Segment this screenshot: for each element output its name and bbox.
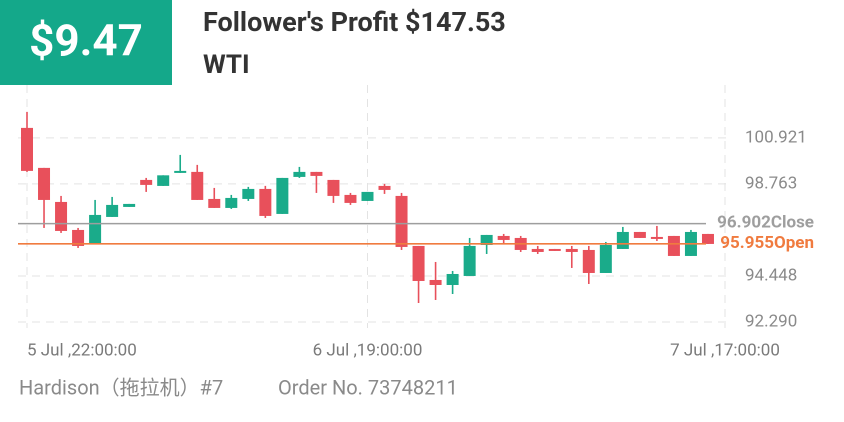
candle-body	[310, 171, 323, 176]
candle-body	[701, 233, 714, 244]
candle-body	[106, 204, 119, 217]
x-tick-label: 7 Jul ,17:00:00	[670, 340, 780, 360]
title: Follower's Profit $147.53	[203, 6, 506, 38]
reference-label: 96.902Close	[717, 213, 814, 233]
candle-body	[616, 231, 629, 249]
symbol: WTI	[203, 50, 250, 80]
candle-body	[429, 279, 442, 285]
candle-body	[242, 188, 255, 199]
candle-body	[463, 245, 476, 276]
candle-body	[276, 177, 289, 214]
candle-body	[650, 236, 663, 239]
y-tick-label: 94.448	[745, 265, 797, 285]
y-tick-label: 100.921	[745, 127, 807, 147]
candle-body	[225, 197, 238, 208]
candle-body	[344, 194, 357, 203]
candle-body	[55, 201, 68, 231]
reference-value: 95.955	[720, 233, 774, 253]
reference-label: 95.955Open	[720, 233, 814, 253]
order-number: Order No. 73748211	[278, 375, 458, 399]
candle-body	[378, 185, 391, 190]
candle-body	[259, 188, 272, 216]
candle-body	[395, 195, 408, 247]
profit: $9.47	[29, 15, 143, 67]
candle-body	[123, 203, 136, 207]
candle-body	[480, 234, 493, 245]
candle-body	[38, 167, 51, 200]
candle-body	[293, 171, 306, 177]
candle-body	[599, 244, 612, 273]
candle-body	[89, 214, 102, 244]
candle-body	[446, 273, 459, 285]
reference-name: Close	[771, 213, 814, 233]
candle-body	[191, 171, 204, 200]
candle-body	[157, 175, 170, 186]
candle-body	[208, 198, 221, 208]
candle-body	[21, 127, 33, 171]
candle-body	[667, 235, 680, 256]
candle-body	[72, 229, 85, 246]
candle-body	[582, 249, 595, 273]
reference-value: 96.902	[717, 213, 771, 233]
reference-name: Open	[774, 233, 814, 253]
candle-body	[412, 245, 425, 281]
y-tick-label: 92.290	[745, 311, 797, 331]
candle-body	[633, 231, 646, 238]
candle-body	[140, 179, 153, 185]
candle-body	[531, 248, 544, 252]
candle-body	[565, 248, 578, 252]
candle-body	[361, 191, 374, 201]
x-tick-label: 6 Jul ,19:00:00	[313, 340, 423, 360]
y-tick-label: 98.763	[745, 173, 797, 193]
profit-badge	[0, 0, 172, 85]
candle-body	[497, 235, 510, 240]
candle-body	[327, 179, 340, 196]
candle-body	[548, 248, 561, 251]
candle-body	[174, 170, 187, 173]
chart: 92.290 94.448 98.763 100.921 5 Jul ,22:00:00…	[18, 85, 814, 360]
trader: Hardison（拖拉机）#7	[19, 375, 223, 399]
x-tick-label: 5 Jul ,22:00:00	[27, 340, 137, 360]
